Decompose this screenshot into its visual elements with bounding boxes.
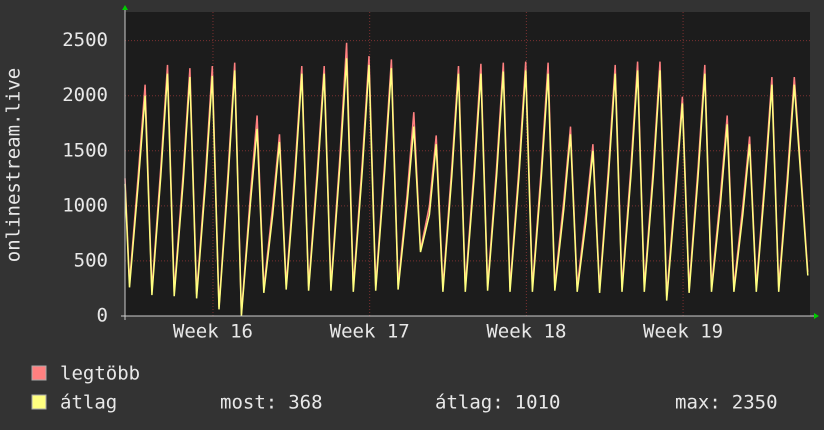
series-line [124, 58, 809, 317]
axis-arrow [814, 313, 819, 319]
x-tick-label: Week 18 [486, 321, 566, 343]
x-tick-label: Week 17 [330, 321, 410, 343]
y-axis-label: onlinestream.live [3, 68, 25, 262]
stat-value: 368 [288, 392, 322, 414]
y-tick-label: 2500 [62, 29, 108, 51]
legend-label: átlag [60, 392, 117, 414]
legend-label: legtöbb [60, 363, 140, 385]
stat-label: átlag: [435, 392, 504, 414]
y-tick-label: 0 [97, 305, 108, 327]
stat-label: max: [675, 392, 721, 414]
stat-value: 2350 [732, 392, 778, 414]
y-tick-label: 2000 [62, 84, 108, 106]
y-tick-label: 500 [74, 249, 108, 271]
stat-label: most: [220, 392, 277, 414]
x-tick-label: Week 19 [643, 321, 723, 343]
axis-arrow [122, 5, 128, 10]
x-tick-label: Week 16 [173, 321, 253, 343]
stat-value: 1010 [515, 392, 561, 414]
y-tick-label: 1500 [62, 139, 108, 161]
legend-swatch [31, 365, 47, 381]
legend-swatch [31, 394, 47, 410]
y-tick-label: 1000 [62, 194, 108, 216]
